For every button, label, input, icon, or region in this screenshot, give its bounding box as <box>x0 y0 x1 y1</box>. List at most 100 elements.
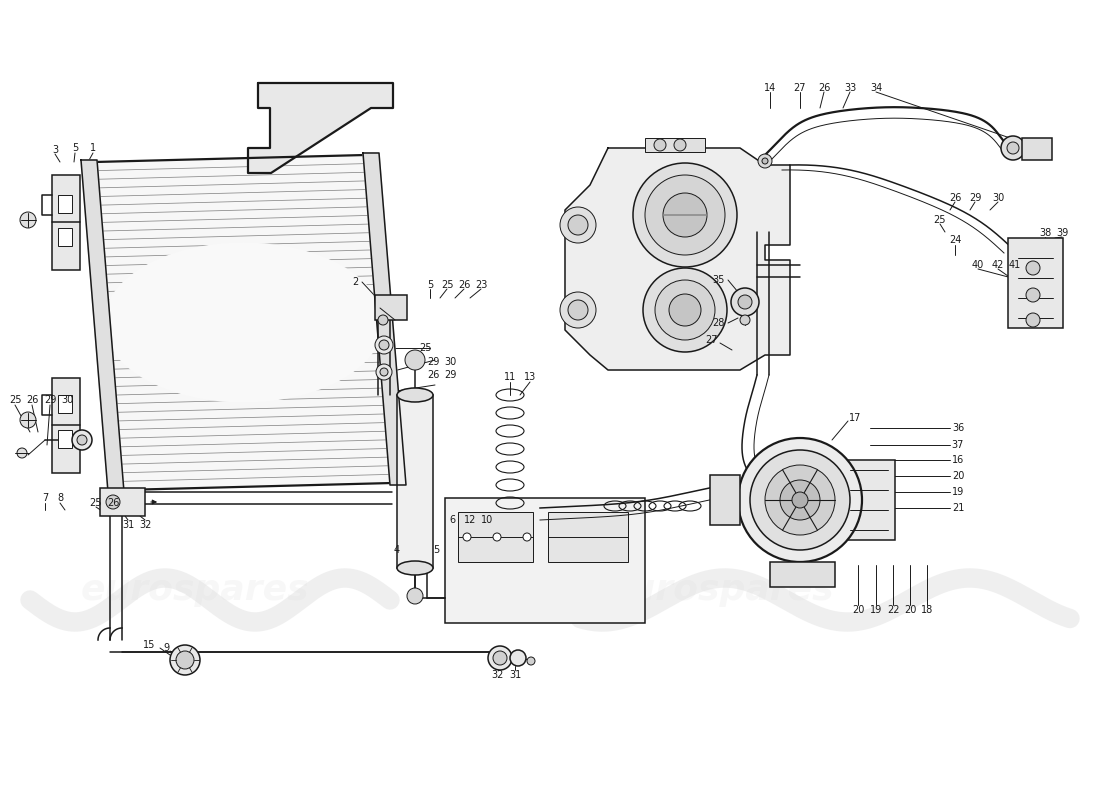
Text: 17: 17 <box>849 413 861 423</box>
Bar <box>548 512 628 562</box>
Circle shape <box>740 315 750 325</box>
Text: 24: 24 <box>949 235 961 245</box>
Bar <box>375 295 407 320</box>
Text: 16: 16 <box>952 455 964 465</box>
Text: 11: 11 <box>504 372 516 382</box>
Circle shape <box>750 450 850 550</box>
Text: 22: 22 <box>887 605 900 615</box>
Bar <box>58 430 72 448</box>
Circle shape <box>568 215 588 235</box>
Circle shape <box>493 533 500 541</box>
Bar <box>58 228 72 246</box>
Text: 3: 3 <box>52 145 58 155</box>
Circle shape <box>106 495 120 509</box>
Bar <box>58 395 72 413</box>
Text: 20: 20 <box>952 471 965 481</box>
Text: 25: 25 <box>9 395 21 405</box>
Circle shape <box>527 657 535 665</box>
Bar <box>770 562 835 587</box>
Text: 15: 15 <box>143 640 155 650</box>
Circle shape <box>738 295 752 309</box>
Bar <box>845 460 895 540</box>
Bar <box>710 475 740 525</box>
Text: 36: 36 <box>952 423 964 433</box>
Circle shape <box>72 430 92 450</box>
Circle shape <box>20 212 36 228</box>
Circle shape <box>405 350 425 370</box>
Text: 30: 30 <box>992 193 1004 203</box>
Polygon shape <box>248 83 393 173</box>
Text: 6: 6 <box>449 515 455 525</box>
Ellipse shape <box>103 242 384 402</box>
Text: 25: 25 <box>934 215 946 225</box>
Text: 7: 7 <box>42 493 48 503</box>
Text: 25: 25 <box>419 343 431 353</box>
Text: eurospares: eurospares <box>606 573 834 607</box>
Text: 20: 20 <box>904 605 916 615</box>
Polygon shape <box>565 148 790 370</box>
Bar <box>52 378 80 473</box>
Ellipse shape <box>397 561 433 575</box>
Text: 13: 13 <box>524 372 536 382</box>
Bar <box>1022 138 1052 160</box>
Text: 5: 5 <box>433 545 439 555</box>
Text: 29: 29 <box>969 193 981 203</box>
Text: 25: 25 <box>90 498 102 508</box>
Circle shape <box>20 412 36 428</box>
Circle shape <box>376 364 392 380</box>
Circle shape <box>758 154 772 168</box>
Polygon shape <box>363 153 406 485</box>
Text: 39: 39 <box>1056 228 1068 238</box>
Text: 21: 21 <box>952 503 965 513</box>
Text: 28: 28 <box>713 318 725 328</box>
Text: 4: 4 <box>394 545 400 555</box>
Text: 34: 34 <box>870 83 882 93</box>
Text: 33: 33 <box>844 83 856 93</box>
Circle shape <box>560 292 596 328</box>
Circle shape <box>176 651 194 669</box>
Circle shape <box>379 340 389 350</box>
Text: 32: 32 <box>492 670 504 680</box>
Bar <box>446 498 645 623</box>
Text: 26: 26 <box>25 395 39 405</box>
Polygon shape <box>81 160 124 492</box>
Text: 23: 23 <box>475 280 487 290</box>
Circle shape <box>522 533 531 541</box>
Text: 19: 19 <box>952 487 964 497</box>
Text: 26: 26 <box>107 498 119 508</box>
Text: 9: 9 <box>164 643 170 653</box>
Text: eurospares: eurospares <box>80 573 309 607</box>
Text: 26: 26 <box>817 83 830 93</box>
Text: 14: 14 <box>763 83 777 93</box>
Text: 30: 30 <box>444 357 456 367</box>
Circle shape <box>738 438 862 562</box>
Circle shape <box>488 646 512 670</box>
Circle shape <box>764 465 835 535</box>
Text: 35: 35 <box>713 275 725 285</box>
Text: 40: 40 <box>972 260 984 270</box>
Text: 26: 26 <box>458 280 470 290</box>
Circle shape <box>663 193 707 237</box>
Circle shape <box>654 280 715 340</box>
Circle shape <box>1026 261 1039 275</box>
Bar <box>1008 238 1063 328</box>
Circle shape <box>560 207 596 243</box>
Bar <box>100 488 145 516</box>
Circle shape <box>568 300 588 320</box>
Circle shape <box>1001 136 1025 160</box>
Text: 25: 25 <box>441 280 453 290</box>
Circle shape <box>674 139 686 151</box>
Circle shape <box>170 645 200 675</box>
Ellipse shape <box>397 388 433 402</box>
Circle shape <box>645 175 725 255</box>
Circle shape <box>632 163 737 267</box>
Circle shape <box>463 533 471 541</box>
Text: 30: 30 <box>60 395 73 405</box>
Bar <box>58 195 72 213</box>
Text: 26: 26 <box>427 370 439 380</box>
Circle shape <box>792 492 808 508</box>
Circle shape <box>407 588 424 604</box>
Text: 2: 2 <box>352 277 359 287</box>
Text: 29: 29 <box>44 395 56 405</box>
Text: 26: 26 <box>949 193 961 203</box>
